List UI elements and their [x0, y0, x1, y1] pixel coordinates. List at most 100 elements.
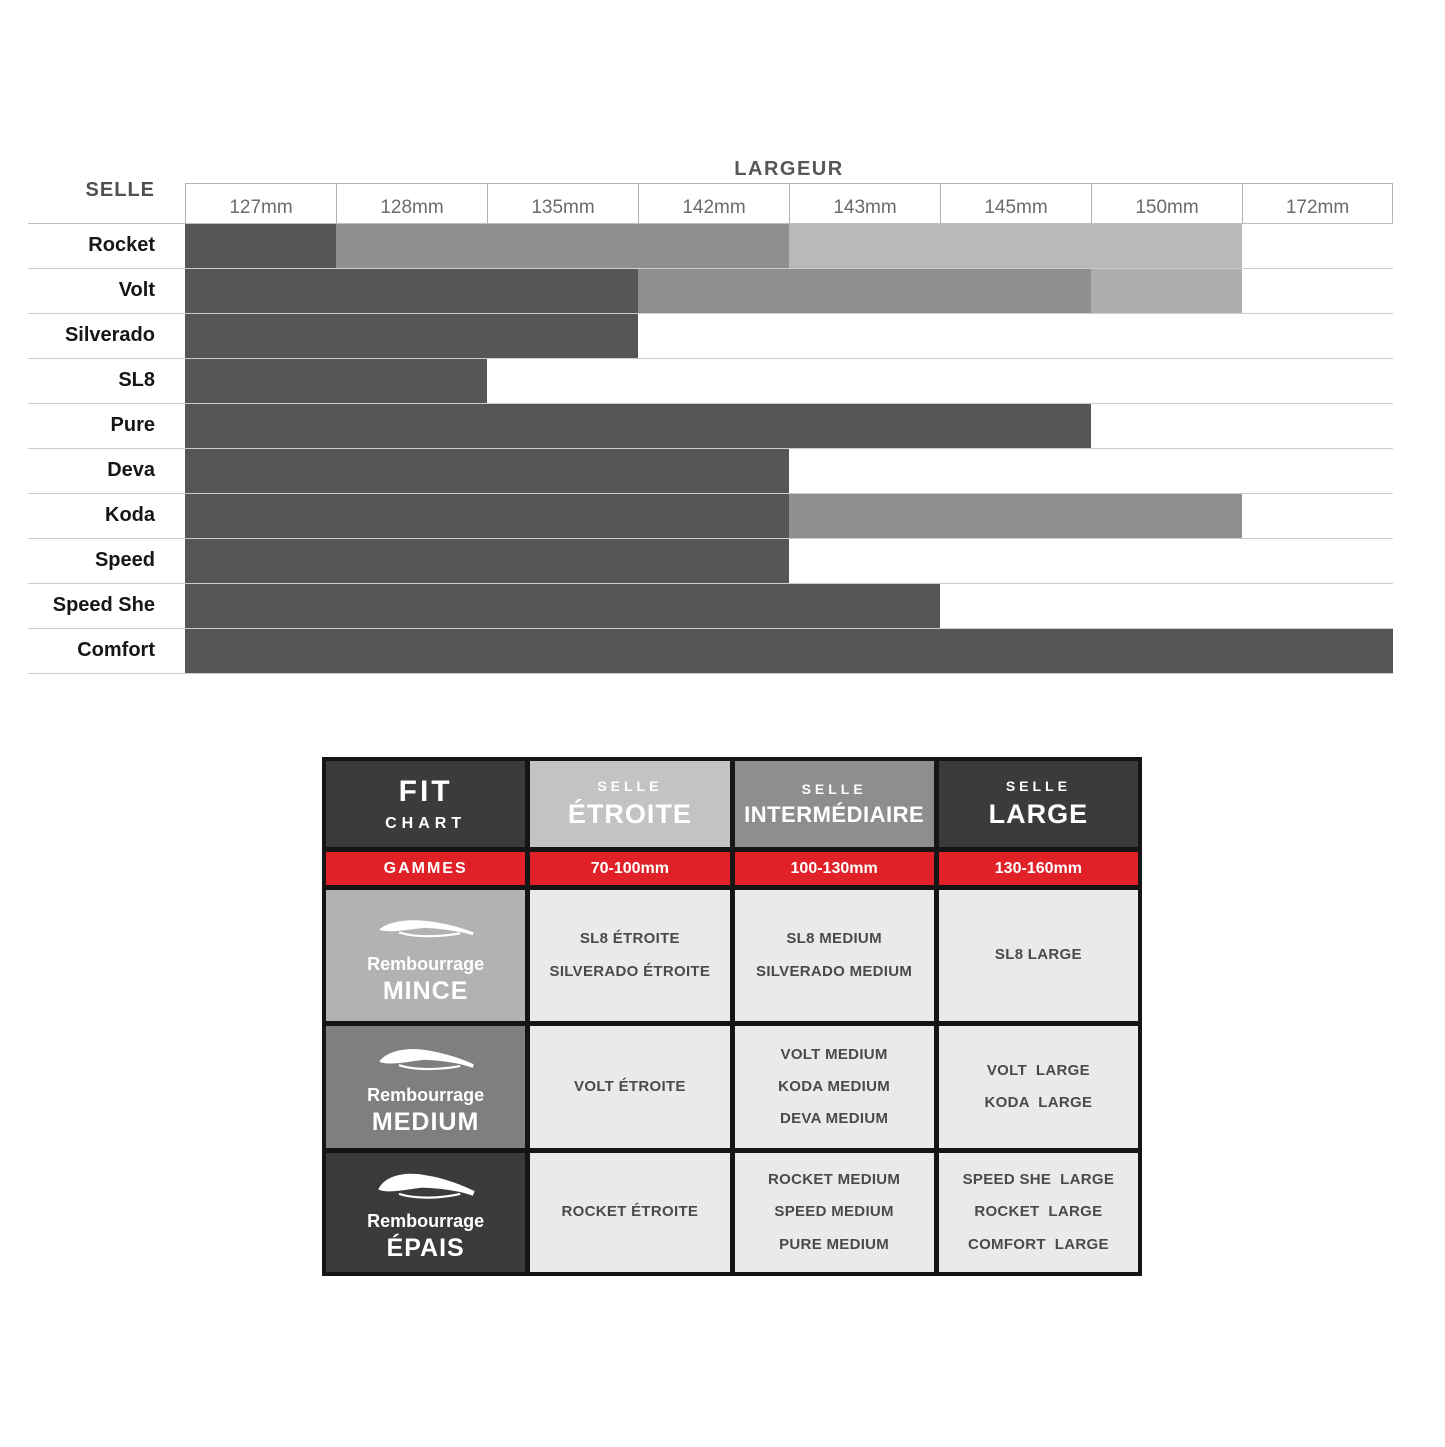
saddle-row-label: Volt [118, 279, 155, 301]
width-bar-segment [185, 224, 336, 268]
saddle-row-label: SL8 [118, 369, 155, 391]
width-bar-track [185, 629, 1393, 673]
saddle-row: Koda [28, 494, 1393, 539]
saddle-row-label: Deva [107, 459, 155, 481]
width-bar-track [185, 494, 1393, 538]
selle-axis-corner: SELLE [28, 179, 185, 223]
width-bar-segment [185, 584, 940, 628]
fit-body-cell: ROCKET ÉTROITE [530, 1153, 730, 1272]
chart-rows: Rocket Volt Silverado SL8 Pure Deva Koda Speed S… [28, 224, 1393, 674]
width-bar-segment [185, 359, 487, 403]
fit-column-header: SELLE INTERMÉDIAIRE [734, 761, 934, 847]
saddle-model-entry: SPEED SHE LARGE [962, 1171, 1115, 1189]
saddle-width-chart: LARGEUR SELLE 127mm 128mm 135mm 142mm 143mm 1… [28, 158, 1393, 674]
fit-body-cell: ROCKET MEDIUM SPEED MEDIUM PURE MEDIUM [734, 1153, 934, 1272]
fit-body-cell: VOLT MEDIUM KODA MEDIUM DEVA MEDIUM [734, 1026, 934, 1148]
fit-chart-table: FIT CHART SELLE ÉTROITE SELLE INTERMÉDIAIRE SE… [322, 757, 1142, 1276]
saddle-model-entry: SILVERADO ÉTROITE [549, 962, 711, 980]
width-column-header: 143mm [789, 183, 940, 223]
width-bar-track [185, 359, 1393, 403]
saddle-row: Speed She [28, 584, 1393, 629]
range-value-cell: 70-100mm [530, 852, 730, 885]
saddle-row-label: Koda [105, 504, 155, 526]
saddle-model-entry: SPEED MEDIUM [774, 1203, 894, 1221]
fit-body-cell: SL8 MEDIUM SILVERADO MEDIUM [734, 890, 934, 1021]
width-column-header: 128mm [336, 183, 487, 223]
saddle-row: Silverado [28, 314, 1393, 359]
saddle-model-entry: VOLT ÉTROITE [574, 1077, 686, 1095]
fit-chart-title-cell: FIT CHART [326, 761, 526, 847]
saddle-row-label: Rocket [88, 234, 155, 256]
width-bar-segment [638, 269, 1091, 313]
width-column-header: 135mm [487, 183, 638, 223]
saddle-model-entry: KODA LARGE [984, 1094, 1093, 1111]
saddle-row: Speed [28, 539, 1393, 584]
fit-column-header: SELLE ÉTROITE [530, 761, 730, 847]
gammes-label-cell: GAMMES [326, 852, 526, 885]
range-value-cell: 100-130mm [734, 852, 934, 885]
width-bar-segment [185, 539, 789, 583]
saddle-thick-icon [377, 1173, 475, 1199]
saddle-model-entry: SL8 ÉTROITE [579, 930, 680, 948]
range-value-cell: 130-160mm [938, 852, 1138, 885]
fit-body-cell: VOLT ÉTROITE [530, 1026, 730, 1148]
saddle-model-entry: SL8 LARGE [994, 946, 1082, 964]
saddle-model-entry: DEVA MEDIUM [779, 1110, 889, 1128]
width-bar-segment [185, 494, 789, 538]
width-bar-segment [185, 629, 1393, 673]
saddle-row-label: Comfort [77, 639, 155, 661]
selle-axis-label: SELLE [85, 179, 155, 201]
width-bar-track [185, 269, 1393, 313]
saddle-row-label: Pure [110, 414, 155, 436]
chart-title: LARGEUR [734, 158, 844, 180]
saddle-model-entry: SL8 MEDIUM [786, 930, 882, 948]
fit-body-cell: SL8 LARGE [938, 890, 1138, 1021]
saddle-row: Comfort [28, 629, 1393, 674]
width-bar-track [185, 224, 1393, 268]
saddle-model-entry: VOLT LARGE [986, 1061, 1090, 1079]
saddle-model-entry: COMFORT LARGE [967, 1235, 1109, 1253]
width-column-header: 150mm [1091, 183, 1242, 223]
width-bar-segment [789, 224, 1242, 268]
saddle-row-label: Speed [94, 549, 155, 571]
chart-subtitle: CHART [385, 815, 467, 832]
width-bar-segment [789, 494, 1242, 538]
chart-header-row: SELLE 127mm 128mm 135mm 142mm 143mm 145mm 150m… [28, 179, 1393, 224]
fit-title: FIT [398, 775, 453, 808]
saddle-row: SL8 [28, 359, 1393, 404]
saddle-row: Pure [28, 404, 1393, 449]
width-column-header: 142mm [638, 183, 789, 223]
width-bar-track [185, 404, 1393, 448]
saddle-medium-icon [378, 1049, 474, 1071]
padding-row-label: Rembourrage ÉPAIS [326, 1153, 526, 1272]
width-bar-segment [185, 404, 1091, 448]
saddle-row: Rocket [28, 224, 1393, 269]
width-bar-track [185, 584, 1393, 628]
saddle-model-entry: SILVERADO MEDIUM [756, 962, 913, 980]
width-bar-segment [185, 269, 638, 313]
padding-row-label: Rembourrage MINCE [326, 890, 526, 1021]
width-bar-track [185, 314, 1393, 358]
width-bar-segment [185, 314, 638, 358]
width-column-header: 145mm [940, 183, 1091, 223]
width-column-header: 127mm [185, 183, 336, 223]
saddle-row-label: Speed She [52, 594, 155, 616]
fit-column-header: SELLE LARGE [938, 761, 1138, 847]
saddle-row-label: Silverado [64, 324, 155, 346]
fit-body-cell: SL8 ÉTROITE SILVERADO ÉTROITE [530, 890, 730, 1021]
width-bar-segment [336, 224, 789, 268]
saddle-row: Volt [28, 269, 1393, 314]
width-bar-segment [185, 449, 789, 493]
width-bar-track [185, 539, 1393, 583]
saddle-model-entry: KODA MEDIUM [778, 1077, 891, 1095]
saddle-model-entry: VOLT MEDIUM [780, 1045, 888, 1063]
fit-body-cell: SPEED SHE LARGE ROCKET LARGE COMFORT LARGE [938, 1153, 1138, 1272]
saddle-model-entry: ROCKET ÉTROITE [561, 1203, 699, 1221]
saddle-model-entry: PURE MEDIUM [779, 1235, 890, 1253]
saddle-model-entry: ROCKET LARGE [974, 1203, 1103, 1221]
width-bar-segment [1091, 269, 1242, 313]
saddle-thin-icon [378, 919, 474, 937]
saddle-model-entry: ROCKET MEDIUM [768, 1171, 901, 1189]
saddle-row: Deva [28, 449, 1393, 494]
